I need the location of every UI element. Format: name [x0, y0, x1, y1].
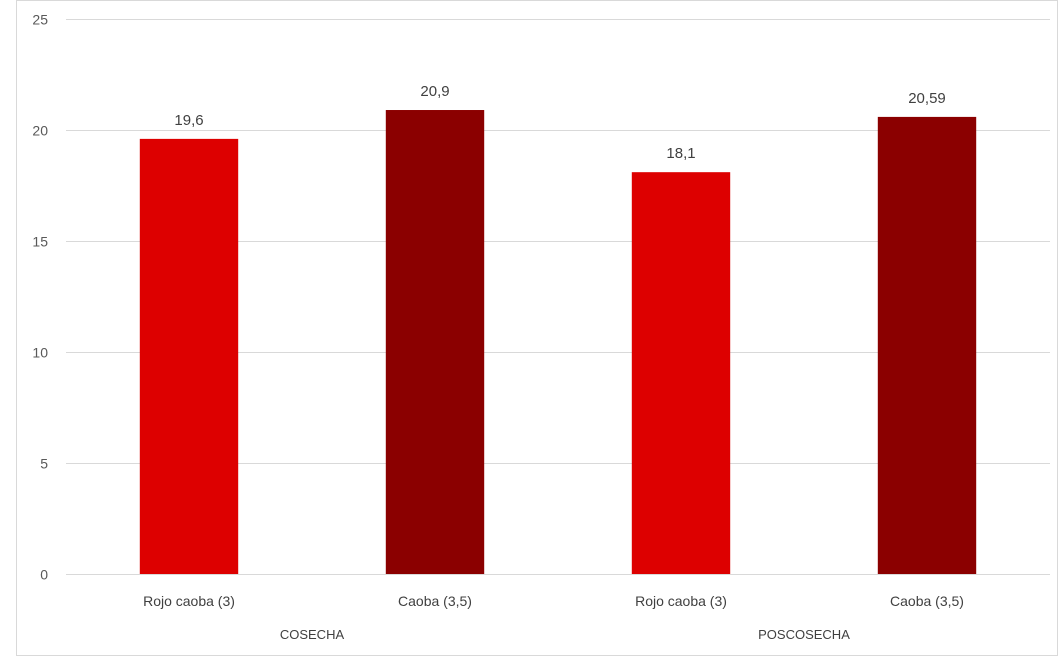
bar-value-label: 20,59 [908, 90, 946, 107]
bar [139, 138, 239, 574]
y-tick-label: 10 [32, 345, 48, 361]
bars [139, 110, 977, 575]
y-tick-label: 25 [32, 12, 48, 28]
x-group-label: POSCOSECHA [758, 627, 850, 642]
x-group-label: COSECHA [280, 627, 345, 642]
bar [385, 110, 485, 575]
y-tick-label: 5 [40, 456, 48, 472]
bar [877, 116, 977, 574]
x-category-label: Rojo caoba (3) [143, 593, 235, 609]
x-category-label: Caoba (3,5) [398, 593, 472, 609]
bar-value-label: 18,1 [666, 145, 695, 162]
y-axis-ticks: 0 5 10 15 20 25 [32, 12, 48, 583]
data-labels: 19,6 20,9 18,1 20,59 [174, 83, 945, 162]
x-category-label: Caoba (3,5) [890, 593, 964, 609]
y-tick-label: 15 [32, 234, 48, 250]
x-category-label: Rojo caoba (3) [635, 593, 727, 609]
bar [631, 172, 731, 574]
bar-value-label: 20,9 [420, 83, 449, 100]
bar-value-label: 19,6 [174, 112, 203, 129]
x-axis-categories: Rojo caoba (3) Caoba (3,5) Rojo caoba (3) C… [143, 593, 964, 609]
y-tick-label: 0 [40, 567, 48, 583]
x-axis-groups: COSECHA POSCOSECHA [280, 627, 850, 642]
y-tick-label: 20 [32, 123, 48, 139]
